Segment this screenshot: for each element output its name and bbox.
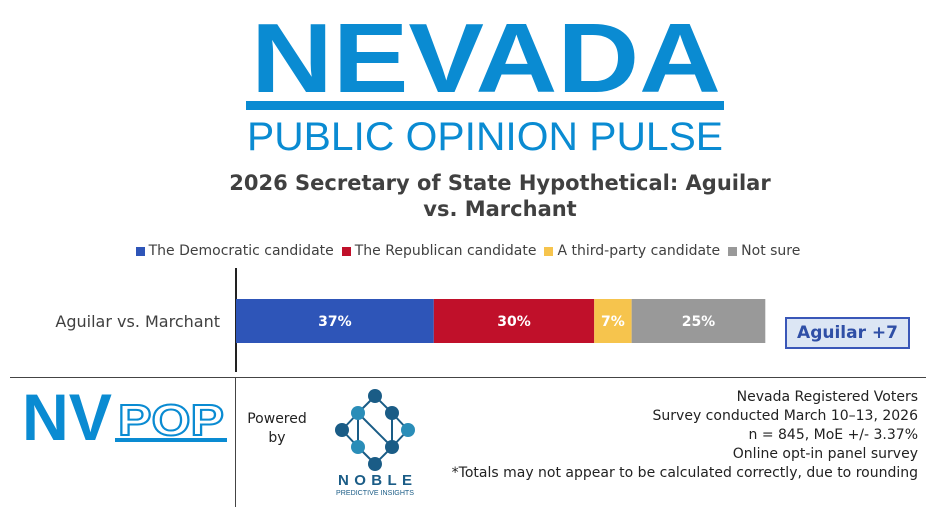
data-label-third-party: 7% [601,314,625,330]
survey-note-population: Nevada Registered Voters [736,389,918,405]
legend-swatch-not-sure [728,246,738,256]
legend-label-not-sure: Not sure [741,243,801,259]
legend-swatch-democratic [135,246,145,256]
survey-notes: Nevada Registered Voters Survey conducte… [398,388,918,483]
legend-swatch-republican [341,246,351,256]
legend-label-republican: The Republican candidate [354,243,537,259]
survey-note-sample: n = 845, MoE +/- 3.37% [748,427,919,443]
data-label-not-sure: 25% [682,314,716,330]
noble-network-nodes [335,389,415,471]
powered-by-line-2: by [268,430,286,446]
nvpop-logo-nv: NV [22,388,112,444]
survey-note-rounding: *Totals may not appear to be calculated … [451,465,918,481]
survey-note-dates: Survey conducted March 10–13, 2026 [652,408,918,424]
footer-divider [10,377,926,378]
noble-logo-tagline: PREDICTIVE INSIGHTS [336,490,414,497]
footer-divider-vertical [235,377,236,507]
nvpop-logo-pop: POP [118,396,224,444]
bar-segment-third-party [594,299,632,343]
legend-label-third-party: A third-party candidate [557,243,721,259]
legend-item-republican: The Republican candidate [341,243,537,259]
lead-annotation: Aguilar +7 [785,317,910,349]
data-label-republican: 30% [497,314,531,330]
survey-note-method: Online opt-in panel survey [732,446,918,462]
data-label-democratic: 37% [318,314,352,330]
nvpop-logo: NV POP [22,388,227,444]
powered-by-text: Powered by [244,410,310,448]
legend-item-democratic: The Democratic candidate [135,243,334,259]
brand-rule [246,101,724,110]
brand-subtitle-text: PUBLIC OPINION PULSE [247,116,723,156]
powered-by-line-1: Powered [247,411,307,427]
noble-logo-name: NOBLE [338,472,412,489]
brand-title-text: NEVADA [251,14,721,98]
bar-segment-democratic [236,299,434,343]
chart-title: 2026 Secretary of State Hypothetical: Ag… [200,170,800,222]
legend-label-democratic: The Democratic candidate [148,243,334,259]
legend-item-third-party: A third-party candidate [544,243,720,259]
noble-logo: NOBLE PREDICTIVE INSIGHTS [335,389,415,497]
bar-segment-republican [433,299,595,343]
chart-legend: The Democratic candidate The Republican … [0,243,936,259]
bar-segment-not-sure [631,299,766,343]
brand-title: NEVADA [251,14,721,98]
legend-item-not-sure: Not sure [728,243,800,259]
chart-title-line-2: vs. Marchant [423,197,577,221]
brand-subtitle: PUBLIC OPINION PULSE [247,116,723,156]
stacked-bar: 37% 30% 7% 25% [236,299,766,343]
category-label: Aguilar vs. Marchant [55,312,220,331]
chart-title-line-1: 2026 Secretary of State Hypothetical: Ag… [229,171,771,195]
legend-swatch-third-party [544,246,554,256]
